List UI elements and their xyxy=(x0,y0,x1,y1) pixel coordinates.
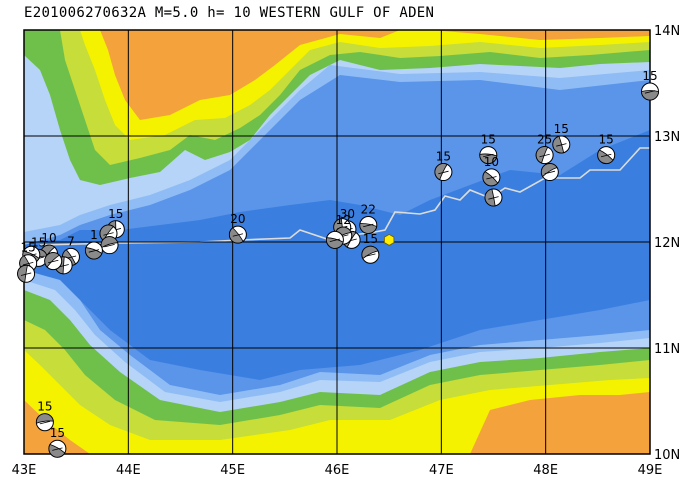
focal-mechanism[interactable]: 15 xyxy=(35,400,54,432)
land-somalia-highland xyxy=(24,392,650,454)
longitude-label: 45E xyxy=(220,463,245,478)
beachball-icon xyxy=(482,168,501,187)
focal-mechanism[interactable]: 15 xyxy=(434,150,453,182)
focal-mechanism[interactable]: 15 xyxy=(552,122,571,154)
latitude-label: 10N xyxy=(654,448,680,463)
hexagon-epicenter-icon xyxy=(383,233,395,246)
longitude-label: 48E xyxy=(533,463,558,478)
beachball-icon xyxy=(48,439,67,458)
beachball-icon xyxy=(359,216,378,235)
depth-label: 15 xyxy=(50,426,65,440)
coordinate-grid xyxy=(24,30,650,454)
longitude-label: 46E xyxy=(325,463,350,478)
focal-mechanism[interactable] xyxy=(44,252,63,271)
depth-label: 15 xyxy=(363,232,378,246)
depth-label: 10 xyxy=(41,231,56,245)
beachball-icon xyxy=(17,264,36,283)
focal-mechanism[interactable]: 20 xyxy=(228,212,247,244)
beachball-icon xyxy=(484,188,503,207)
land-yemen-highland xyxy=(100,30,650,120)
focal-mechanism[interactable]: 22 xyxy=(359,203,378,235)
beachball-icon xyxy=(540,163,559,182)
focal-mechanism[interactable] xyxy=(540,163,559,182)
epicenter-marker[interactable] xyxy=(383,233,395,246)
beachball-icon xyxy=(35,413,54,432)
focal-mechanism[interactable]: 15 xyxy=(641,69,659,101)
depth-label: 15 xyxy=(436,150,451,164)
focal-mechanism[interactable] xyxy=(325,230,344,249)
depth-label: 15 xyxy=(108,207,123,221)
depth-label: 1 xyxy=(90,228,98,242)
beachball-icon xyxy=(434,163,453,182)
beachball-icon xyxy=(597,146,616,165)
longitude-label: 49E xyxy=(638,463,663,478)
beachball-icon xyxy=(479,146,498,165)
depth-label: 15 xyxy=(599,133,614,147)
focal-mechanism[interactable] xyxy=(100,236,119,255)
latitude-label: 13N xyxy=(654,130,680,145)
depth-label: 20 xyxy=(230,212,245,226)
beachball-icon xyxy=(84,241,103,260)
depth-label: 15 xyxy=(21,241,36,255)
map-title: E201006270632A M=5.0 h= 10 WESTERN GULF … xyxy=(24,5,435,21)
map-frame xyxy=(23,29,651,455)
focal-mechanism[interactable]: 15 xyxy=(479,133,498,165)
beachball-icon xyxy=(535,146,554,165)
depth-label: 7 xyxy=(67,234,75,248)
beachball-icon xyxy=(361,245,380,264)
latitude-label: 14N xyxy=(654,24,680,39)
beachball-icon xyxy=(100,236,119,255)
depth-label: 12 xyxy=(336,213,351,227)
depth-label: 15 xyxy=(31,235,46,249)
longitude-labels: 43E 44E 45E 46E 47E 48E 49E xyxy=(12,463,663,478)
focal-mechanism[interactable]: 15 xyxy=(597,133,616,165)
focal-mechanism[interactable]: 15 xyxy=(361,232,380,264)
beachball-icon xyxy=(641,82,659,101)
depth-label: 10 xyxy=(484,155,499,169)
beachball-icon xyxy=(325,230,344,249)
focal-mechanism[interactable]: 10 xyxy=(482,155,501,187)
depth-label: 22 xyxy=(361,203,376,217)
latitude-labels: 14N 13N 12N 11N 10N xyxy=(654,24,680,463)
depth-label: 30 xyxy=(340,207,355,221)
depth-label: 15 xyxy=(37,400,52,414)
beachball-icon xyxy=(552,135,571,154)
depth-label: 25 xyxy=(537,133,552,147)
depth-label: 15 xyxy=(554,122,569,136)
longitude-label: 47E xyxy=(429,463,454,478)
focal-mechanism[interactable]: 15 xyxy=(48,426,67,458)
beachball-icon xyxy=(228,225,247,244)
depth-label: 15 xyxy=(481,133,496,147)
longitude-label: 44E xyxy=(116,463,141,478)
latitude-label: 12N xyxy=(654,236,680,251)
focal-mechanism[interactable] xyxy=(17,264,36,283)
focal-mechanism[interactable]: 1 xyxy=(84,228,103,260)
latitude-label: 11N xyxy=(654,342,680,357)
focal-mechanism[interactable]: 25 xyxy=(535,133,554,165)
ridge-axis xyxy=(39,147,650,246)
depth-label: 15 xyxy=(642,69,657,83)
longitude-label: 43E xyxy=(12,463,37,478)
beachball-icon xyxy=(44,252,63,271)
focal-mechanism[interactable] xyxy=(484,188,503,207)
